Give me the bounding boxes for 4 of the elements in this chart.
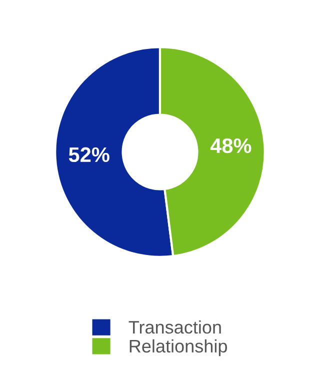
data-label: 52%	[68, 147, 110, 162]
data-label: 48%	[210, 138, 252, 154]
legend-label: Transaction	[128, 320, 221, 334]
legend-label: Relationship	[130, 339, 227, 356]
